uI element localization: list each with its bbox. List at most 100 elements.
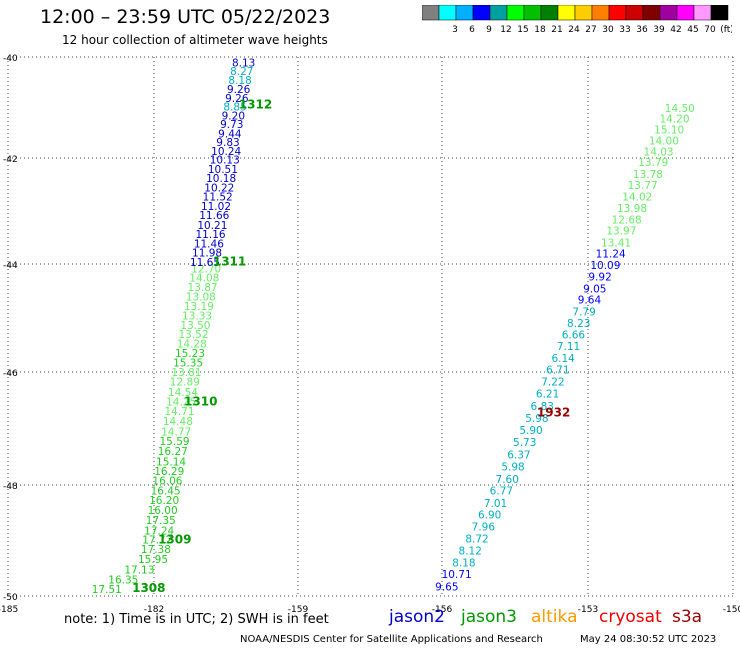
wave-height-value: 8.18 (228, 75, 251, 87)
wave-height-value: 13.81 (171, 367, 201, 379)
footer-credit: NOAA/NESDIS Center for Satellite Applica… (240, 634, 543, 645)
wave-height-value: 11.52 (203, 192, 233, 204)
wave-height-value: 13.79 (638, 157, 668, 169)
wave-height-value: 9.73 (220, 119, 243, 131)
wave-height-value: 11.66 (199, 210, 229, 222)
legend-label: 15 (517, 25, 528, 35)
legend-label: 18 (534, 25, 546, 35)
wave-height-value: 9.92 (588, 271, 611, 283)
chart-subtitle: 12 hour collection of altimeter wave hei… (62, 33, 328, 47)
wave-height-value: 14.20 (659, 114, 689, 126)
y-tick-label: -40 (3, 54, 18, 64)
wave-height-value: 11.46 (194, 238, 224, 250)
wave-height-value: 13.98 (617, 203, 647, 215)
x-tick-label: -150 (723, 605, 740, 615)
pass-time-label: 1312 (239, 97, 272, 111)
wave-height-value: 12.89 (170, 377, 200, 389)
wave-height-value: 6.71 (546, 364, 569, 376)
wave-height-value: 14.28 (177, 338, 207, 350)
legend-label: 9 (486, 25, 492, 35)
wave-height-value: 9.05 (583, 283, 606, 295)
wave-height-value: 15.95 (138, 554, 168, 566)
pass-time-label: 1932 (537, 406, 570, 420)
wave-height-value: 16.00 (148, 505, 178, 517)
wave-height-value: 7.96 (472, 522, 496, 534)
wave-height-value: 10.51 (208, 164, 238, 176)
chart-title: 12:00 – 23:59 UTC 05/22/2023 (40, 6, 331, 28)
satellite-cryosat-label: cryosat (599, 607, 662, 627)
legend-label: (ft) (720, 25, 732, 35)
wave-height-value: 6.90 (478, 509, 501, 521)
satellite-s3a-label: s3a (672, 607, 703, 627)
x-tick-label: -182 (144, 605, 164, 615)
wave-height-value: 10.18 (206, 173, 236, 185)
legend-label: 36 (636, 25, 648, 35)
wave-height-value: 15.23 (175, 348, 205, 360)
footer-timestamp: May 24 08:30:52 UTC 2023 (580, 634, 717, 645)
pass-time-label: 1309 (158, 532, 191, 546)
wave-height-value: 14.02 (622, 192, 652, 204)
wave-height-value: 13.41 (601, 237, 631, 249)
y-tick-label: -46 (3, 369, 18, 379)
satellite-jason2-label: jason2 (389, 607, 445, 627)
wave-height-value: 14.71 (165, 406, 195, 418)
wave-height-value: 14.77 (161, 426, 191, 438)
wave-height-value: 8.18 (452, 558, 475, 570)
wave-height-value: 9.64 (578, 295, 602, 307)
wave-height-value: 9.26 (227, 84, 251, 96)
legend-label: 39 (653, 25, 665, 35)
wave-height-value: 8.85 (223, 101, 246, 113)
wave-height-value: 15.35 (173, 357, 203, 369)
wave-height-value: 13.08 (186, 291, 216, 303)
x-tick-label: -159 (288, 605, 309, 615)
wave-height-value: 7.60 (496, 474, 519, 486)
wave-height-value: 7.22 (541, 377, 564, 389)
wave-height-value: 10.13 (210, 155, 240, 167)
x-tick-label: -185 (0, 605, 18, 615)
wave-height-value: 10.09 (590, 260, 620, 272)
wave-height-value: 17.51 (92, 584, 122, 596)
wave-height-value: 15.14 (156, 456, 186, 468)
wave-height-value: 8.72 (465, 533, 488, 545)
wave-height-value: 13.50 (180, 320, 210, 332)
legend-label: 3 (452, 25, 458, 35)
legend-label: 6 (469, 25, 475, 35)
wave-height-value: 17.13 (124, 564, 154, 576)
legend-label: 30 (602, 25, 614, 35)
wave-height-value: 16.35 (108, 574, 138, 586)
wave-height-value: 6.83 (531, 401, 554, 413)
wave-height-value: 11.65 (190, 257, 220, 269)
wave-height-value: 5.90 (519, 425, 542, 437)
wave-height-value: 13.19 (184, 301, 214, 313)
wave-height-value: 9.83 (216, 137, 239, 149)
wave-height-value: 7.11 (557, 341, 580, 353)
satellite-jason3-label: jason3 (461, 607, 517, 627)
wave-height-value: 9.44 (218, 128, 242, 140)
wave-height-value: 11.24 (596, 248, 626, 260)
wave-height-value: 16.06 (152, 475, 182, 487)
data-layer: 17.5116.3517.1315.9517.3817.7217.2417.35… (92, 58, 695, 596)
wave-height-value: 13.52 (178, 329, 208, 341)
wave-height-value: 8.12 (459, 545, 482, 557)
x-tick-label: -156 (432, 605, 453, 615)
wave-height-value: 14.03 (644, 146, 674, 158)
wave-height-value: 10.21 (197, 220, 227, 232)
wave-height-value: 9.26 (225, 93, 249, 105)
wave-height-value: 16.27 (158, 446, 188, 458)
wave-height-value: 15.10 (654, 125, 684, 137)
wave-height-value: 17.24 (144, 526, 174, 538)
wave-height-value: 7.01 (484, 498, 507, 510)
wave-height-value: 11.98 (192, 247, 222, 259)
y-tick-label: -48 (3, 482, 18, 492)
wave-height-value: 12.70 (191, 263, 221, 275)
wave-height-value: 6.21 (536, 388, 559, 400)
pass-time-label: 1311 (213, 254, 246, 268)
satellite-altika-label: altika (531, 607, 578, 627)
wave-height-value: 17.35 (146, 515, 176, 527)
x-tick-label: -153 (578, 605, 598, 615)
wave-height-value: 17.72 (142, 534, 172, 546)
wave-height-value: 10.24 (211, 146, 241, 158)
legend-label: 12 (500, 25, 511, 35)
